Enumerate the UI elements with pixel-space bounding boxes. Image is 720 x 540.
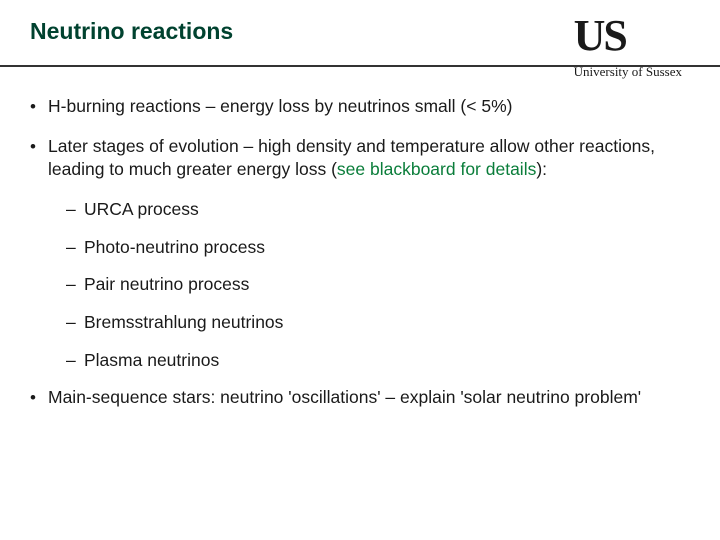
sub-bullet-text: URCA process <box>84 198 690 222</box>
text-segment: ): <box>536 159 547 179</box>
sub-bullet-list: – URCA process – Photo-neutrino process … <box>66 198 690 372</box>
sub-bullet-text: Photo-neutrino process <box>84 236 690 260</box>
sub-bullet-text: Bremsstrahlung neutrinos <box>84 311 690 335</box>
sub-bullet-text: Plasma neutrinos <box>84 349 690 373</box>
bullet-item: • Later stages of evolution – high densi… <box>30 135 690 182</box>
sub-bullet-marker: – <box>66 349 84 373</box>
sub-bullet-marker: – <box>66 311 84 335</box>
sub-bullet-text: Pair neutrino process <box>84 273 690 297</box>
logo-subtitle: University of Sussex <box>574 64 682 80</box>
sub-bullet-item: – Photo-neutrino process <box>66 236 690 260</box>
sub-bullet-item: – URCA process <box>66 198 690 222</box>
text-accent: see blackboard for details <box>337 159 536 179</box>
sub-bullet-marker: – <box>66 198 84 222</box>
bullet-text: Main-sequence stars: neutrino 'oscillati… <box>48 386 690 410</box>
bullet-item: • Main-sequence stars: neutrino 'oscilla… <box>30 386 690 410</box>
bullet-marker: • <box>30 135 48 182</box>
logo-mark: US <box>574 14 682 58</box>
slide-body: • H-burning reactions – energy loss by n… <box>0 67 720 436</box>
slide-header: Neutrino reactions US University of Suss… <box>0 0 720 67</box>
sub-bullet-item: – Bremsstrahlung neutrinos <box>66 311 690 335</box>
bullet-item: • H-burning reactions – energy loss by n… <box>30 95 690 119</box>
bullet-text: H-burning reactions – energy loss by neu… <box>48 95 690 119</box>
bullet-marker: • <box>30 95 48 119</box>
sub-bullet-marker: – <box>66 236 84 260</box>
sub-bullet-marker: – <box>66 273 84 297</box>
bullet-text: Later stages of evolution – high density… <box>48 135 690 182</box>
sub-bullet-item: – Pair neutrino process <box>66 273 690 297</box>
sub-bullet-item: – Plasma neutrinos <box>66 349 690 373</box>
bullet-marker: • <box>30 386 48 410</box>
university-logo: US University of Sussex <box>574 14 682 80</box>
